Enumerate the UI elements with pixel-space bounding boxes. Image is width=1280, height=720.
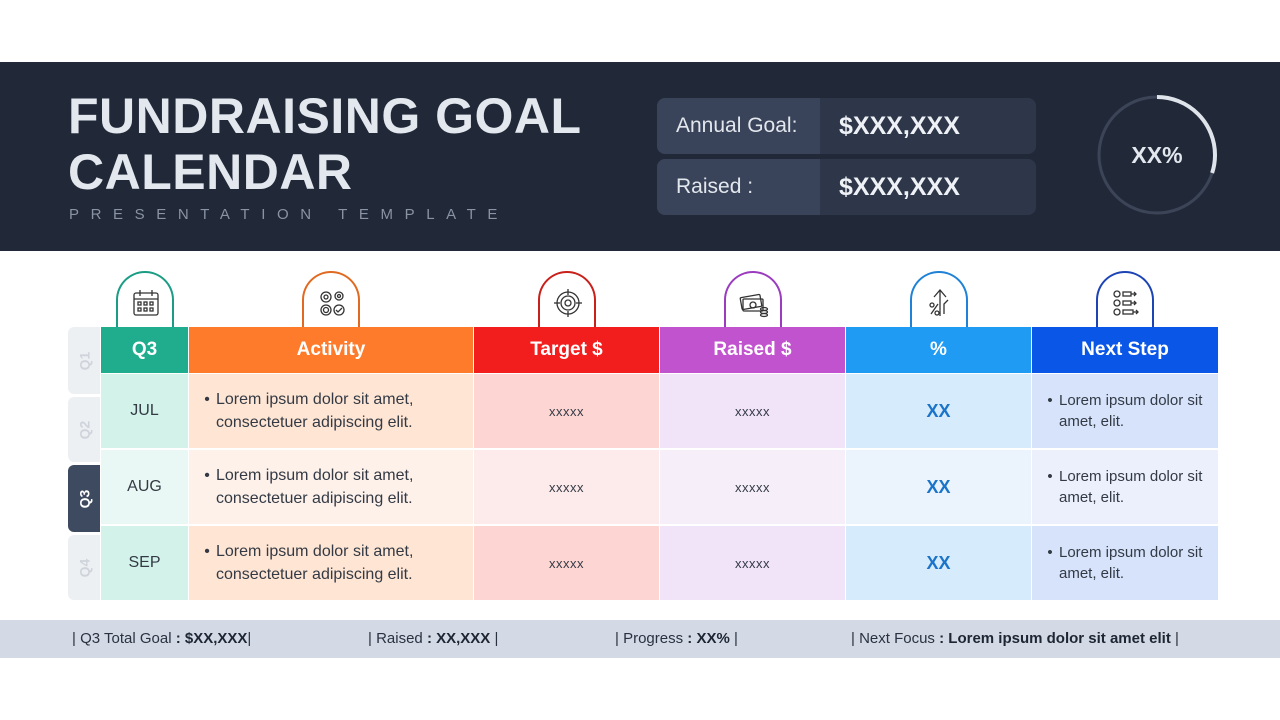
- header-next-step: Next Step: [1032, 327, 1218, 373]
- calendar-icon: [133, 290, 159, 316]
- activity-cell: • Lorem ipsum dolor sit amet, consectetue…: [189, 540, 456, 586]
- header-activity: Activity: [189, 327, 474, 373]
- activity-gears-icon: [320, 291, 345, 316]
- percent-cell: XX: [926, 552, 951, 573]
- quarter-tab-label: Q4: [76, 558, 92, 577]
- quarter-tab-q4[interactable]: Q4: [68, 535, 100, 600]
- money-icon: [739, 293, 769, 318]
- raised-cell: xxxxx: [735, 403, 770, 419]
- percent-cell: XX: [926, 476, 951, 497]
- raised-label: Raised :: [657, 159, 820, 215]
- activity-cell: • Lorem ipsum dolor sit amet, consectetue…: [189, 464, 456, 510]
- percent-growth-icon: [929, 289, 949, 316]
- percent-icon-tab: [910, 271, 968, 329]
- footer-raised-label: Raised: [376, 630, 423, 647]
- percent-cell: XX: [926, 400, 951, 421]
- header-target: Target $: [474, 327, 660, 373]
- raised-cell: xxxxx: [735, 479, 770, 495]
- money-icon-tab: [724, 271, 782, 329]
- quarter-tab-label: Q3: [76, 489, 92, 508]
- progress-ring-arc: [1097, 95, 1217, 215]
- next-step-text: Lorem ipsum dolor sit amet, elit.: [1059, 468, 1203, 506]
- footer-total-goal-value: $XX,XXX: [184, 630, 248, 647]
- table-header-row: Q3 Activity Target $ Raised $ % Next Ste…: [101, 327, 1218, 373]
- activity-icon-tab: [302, 271, 360, 329]
- activity-text: Lorem ipsum dolor sit amet, consectetuer…: [216, 543, 414, 583]
- footer-progress-value: XX%: [696, 630, 730, 647]
- footer-total-goal: | Q3 Total Goal : $XX,XXX|: [72, 630, 252, 647]
- header-band: [0, 62, 1280, 251]
- activity-text: Lorem ipsum dolor sit amet, consectetuer…: [216, 467, 414, 507]
- table-row: AUG • Lorem ipsum dolor sit amet, consect…: [101, 449, 1218, 524]
- summary-footer: | Q3 Total Goal : $XX,XXX| | Raised : XX…: [0, 620, 1280, 658]
- progress-ring: [1097, 95, 1217, 215]
- footer-raised-value: XX,XXX: [436, 630, 491, 647]
- next-step-text: Lorem ipsum dolor sit amet, elit.: [1059, 392, 1203, 430]
- target-cell: xxxxx: [549, 555, 584, 571]
- header-percent: %: [846, 327, 1032, 373]
- progress-ring-label: XX%: [1131, 142, 1183, 168]
- next-step-cell: • Lorem ipsum dolor sit amet, elit.: [1047, 468, 1203, 506]
- header-raised: Raised $: [660, 327, 846, 373]
- page-subtitle: PRESENTATION TEMPLATE: [69, 206, 510, 223]
- next-step-icon-tab: [1096, 271, 1154, 329]
- month-cell: JUL: [130, 402, 159, 419]
- footer-next-focus-value: Lorem ipsum dolor sit amet elit: [948, 630, 1171, 647]
- quarter-tab-q1[interactable]: Q1: [68, 327, 100, 394]
- quarter-tab-label: Q2: [76, 420, 92, 439]
- month-cell: SEP: [128, 554, 161, 571]
- footer-next-focus-label: Next Focus: [859, 630, 935, 647]
- next-step-cell: • Lorem ipsum dolor sit amet, elit.: [1047, 544, 1203, 582]
- quarter-tab-q3[interactable]: Q3: [68, 465, 100, 532]
- footer-total-goal-label: Q3 Total Goal: [80, 630, 172, 647]
- annual-goal-box: Annual Goal: $XXX,XXX: [657, 98, 1036, 154]
- table-row: SEP • Lorem ipsum dolor sit amet, consect…: [101, 525, 1218, 600]
- header-quarter: Q3: [101, 327, 189, 373]
- footer-progress-label: Progress: [623, 630, 684, 647]
- next-step-cell: • Lorem ipsum dolor sit amet, elit.: [1047, 392, 1203, 430]
- raised-box: Raised : $XXX,XXX: [657, 159, 1036, 215]
- footer-raised: | Raised : XX,XXX |: [368, 630, 499, 647]
- page-title: FUNDRAISING GOAL CALENDAR: [68, 88, 581, 200]
- target-icon-tab: [538, 271, 596, 329]
- raised-cell: xxxxx: [735, 555, 770, 571]
- annual-goal-label: Annual Goal:: [657, 98, 820, 154]
- steps-list-icon: [1113, 290, 1139, 316]
- annual-goal-value: $XXX,XXX: [839, 112, 960, 140]
- calendar-icon-tab: [116, 271, 174, 329]
- activity-text: Lorem ipsum dolor sit amet, consectetuer…: [216, 391, 414, 431]
- table-row: JUL • Lorem ipsum dolor sit amet, consect…: [101, 373, 1218, 448]
- target-icon: [554, 289, 582, 317]
- quarter-tab-q2[interactable]: Q2: [68, 397, 100, 462]
- target-cell: xxxxx: [549, 403, 584, 419]
- activity-cell: • Lorem ipsum dolor sit amet, consectetue…: [189, 388, 456, 434]
- next-step-text: Lorem ipsum dolor sit amet, elit.: [1059, 544, 1203, 582]
- footer-progress: | Progress : XX% |: [615, 630, 738, 647]
- target-cell: xxxxx: [549, 479, 584, 495]
- raised-value: $XXX,XXX: [839, 173, 960, 201]
- month-cell: AUG: [127, 478, 162, 495]
- footer-next-focus: | Next Focus : Lorem ipsum dolor sit ame…: [851, 630, 1179, 647]
- quarter-tab-label: Q1: [76, 351, 92, 370]
